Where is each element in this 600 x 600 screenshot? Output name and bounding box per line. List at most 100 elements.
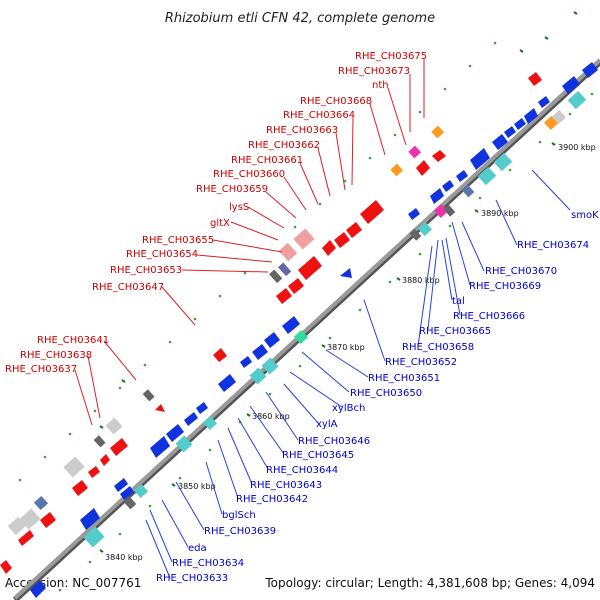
forward-gene bbox=[213, 348, 227, 362]
gene-label-reverse: RHE_CH03651 bbox=[368, 373, 440, 384]
gene-label-forward: RHE_CH03654 bbox=[126, 249, 198, 260]
gene-label-reverse: RHE_CH03658 bbox=[402, 342, 474, 353]
forward-gene bbox=[416, 160, 430, 176]
forward-gene bbox=[432, 150, 446, 162]
gene-label-forward: nth bbox=[372, 80, 389, 91]
forward-gene bbox=[276, 288, 292, 304]
reverse-gene bbox=[184, 412, 198, 426]
forward-leaders bbox=[74, 59, 425, 426]
reverse-gene bbox=[456, 170, 468, 182]
other-gene bbox=[461, 184, 475, 198]
pseudo-gene bbox=[93, 435, 106, 448]
forward-gene bbox=[0, 560, 12, 574]
gene-label-reverse: RHE_CH03669 bbox=[469, 281, 541, 292]
reverse-gene bbox=[562, 76, 580, 94]
other-gene bbox=[390, 163, 404, 177]
reverse-gene bbox=[340, 268, 352, 278]
rRNA-gene bbox=[278, 242, 298, 262]
reverse-genes-special bbox=[33, 90, 587, 548]
gene-label-forward: RHE_CH03673 bbox=[338, 66, 410, 77]
gene-label-forward: gltX bbox=[210, 218, 230, 229]
gene-label-forward: RHE_CH03638 bbox=[20, 350, 92, 361]
rRNA-gene bbox=[477, 166, 497, 186]
reverse-gene bbox=[264, 332, 280, 348]
gene-label-forward: RHE_CH03663 bbox=[266, 125, 338, 136]
gene-label-reverse: RHE_CH03646 bbox=[298, 436, 370, 447]
forward-gene bbox=[100, 454, 110, 466]
pseudo-gene bbox=[443, 204, 456, 217]
rRNA-gene bbox=[417, 221, 433, 237]
reverse-gene bbox=[524, 108, 538, 124]
rRNA-gene bbox=[293, 228, 315, 250]
reverse-gene bbox=[218, 374, 236, 392]
reverse-gene bbox=[80, 508, 100, 530]
reverse-gene bbox=[442, 180, 454, 192]
tRNA-gene bbox=[433, 203, 449, 219]
gene-label-reverse: RHE_CH03665 bbox=[419, 326, 491, 337]
other-gene bbox=[63, 456, 85, 478]
gene-label-reverse: RHE_CH03650 bbox=[350, 388, 422, 399]
tRNA-gene bbox=[293, 329, 309, 345]
gene-label-forward: RHE_CH03662 bbox=[248, 140, 320, 151]
gene-label-reverse: RHE_CH03666 bbox=[453, 311, 525, 322]
tRNA-gene bbox=[408, 145, 422, 159]
other-gene bbox=[551, 109, 567, 125]
genome-summary-text: Topology: circular; Length: 4,381,608 bp… bbox=[264, 576, 595, 590]
footer-band bbox=[0, 570, 600, 600]
gene-label-forward: RHE_CH03664 bbox=[283, 110, 355, 121]
pseudo-gene bbox=[278, 262, 292, 277]
reverse-gene bbox=[196, 402, 208, 414]
reverse-gene bbox=[114, 478, 128, 492]
reverse-gene bbox=[120, 486, 134, 500]
tick-label: 3860 kbp bbox=[252, 412, 290, 421]
rRNA-gene bbox=[567, 90, 587, 110]
forward-gene bbox=[298, 256, 322, 280]
forward-genes bbox=[0, 72, 542, 574]
other-gene bbox=[105, 417, 123, 435]
forward-gene bbox=[72, 480, 88, 496]
reverse-gene bbox=[150, 436, 170, 458]
reverse-gene bbox=[240, 356, 252, 368]
tick-label: 3840 kbp bbox=[105, 553, 143, 562]
forward-gene bbox=[334, 232, 350, 248]
gene-label-reverse: RHE_CH03642 bbox=[236, 494, 308, 505]
gene-label-reverse: RHE_CH03644 bbox=[266, 465, 338, 476]
rRNA-gene bbox=[175, 435, 193, 453]
gene-label-reverse: RHE_CH03670 bbox=[485, 266, 557, 277]
gene-label-forward: RHE_CH03668 bbox=[300, 96, 372, 107]
gene-label-forward: RHE_CH03647 bbox=[92, 282, 164, 293]
backbone bbox=[13, 58, 600, 600]
gene-label-forward: RHE_CH03660 bbox=[213, 169, 285, 180]
reverse-gene bbox=[430, 188, 444, 204]
gene-label-reverse: tal bbox=[452, 296, 465, 307]
other-gene bbox=[33, 495, 49, 511]
tick-label: 3880 kbp bbox=[402, 276, 440, 285]
forward-gene bbox=[18, 530, 34, 546]
forward-gene bbox=[528, 72, 542, 86]
gene-label-reverse: xylBch bbox=[332, 403, 365, 414]
forward-gene bbox=[110, 438, 128, 456]
rRNA-gene bbox=[493, 152, 513, 172]
dot-guides bbox=[18, 41, 594, 592]
forward-gene bbox=[360, 200, 384, 224]
reverse-gene bbox=[252, 344, 268, 360]
gene-label-reverse: smoK bbox=[571, 210, 599, 221]
dash-guides bbox=[99, 11, 578, 429]
forward-gene bbox=[88, 466, 100, 478]
reverse-gene bbox=[492, 134, 508, 150]
reverse-gene bbox=[470, 148, 490, 170]
forward-gene bbox=[322, 240, 336, 256]
tick-marks bbox=[99, 142, 556, 553]
reverse-gene bbox=[166, 424, 184, 442]
pseudo-gene bbox=[142, 389, 155, 402]
gene-label-forward: lysS bbox=[229, 202, 249, 213]
forward-genes-special bbox=[7, 125, 445, 536]
gene-label-forward: RHE_CH03653 bbox=[110, 265, 182, 276]
tick-label: 3850 kbp bbox=[178, 482, 216, 491]
reverse-gene bbox=[408, 208, 420, 220]
reverse-leaders bbox=[145, 169, 571, 579]
pseudo-gene bbox=[409, 228, 422, 241]
reverse-gene bbox=[30, 580, 46, 598]
